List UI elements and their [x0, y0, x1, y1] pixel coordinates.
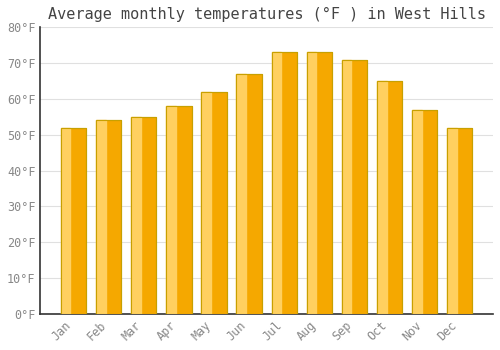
Bar — [202, 92, 211, 314]
Bar — [61, 128, 86, 314]
Bar — [61, 128, 86, 314]
Bar — [412, 110, 438, 314]
Bar — [272, 52, 281, 314]
Bar — [272, 52, 297, 314]
Bar — [306, 52, 332, 314]
Bar — [166, 106, 176, 314]
Bar — [412, 110, 438, 314]
Bar — [96, 120, 106, 314]
Bar — [131, 117, 140, 314]
Bar — [342, 60, 367, 314]
Bar — [377, 81, 402, 314]
Bar — [342, 60, 367, 314]
Bar — [377, 81, 402, 314]
Bar — [202, 92, 226, 314]
Bar — [131, 117, 156, 314]
Bar — [166, 106, 192, 314]
Bar — [236, 74, 262, 314]
Bar — [166, 106, 192, 314]
Bar — [272, 52, 297, 314]
Bar — [236, 74, 262, 314]
Bar — [447, 128, 472, 314]
Bar — [306, 52, 316, 314]
Bar — [96, 120, 122, 314]
Bar — [131, 117, 156, 314]
Bar — [61, 128, 70, 314]
Bar — [202, 92, 226, 314]
Bar — [447, 128, 457, 314]
Bar — [236, 74, 246, 314]
Bar — [342, 60, 351, 314]
Title: Average monthly temperatures (°F ) in West Hills: Average monthly temperatures (°F ) in We… — [48, 7, 486, 22]
Bar — [96, 120, 122, 314]
Bar — [306, 52, 332, 314]
Bar — [412, 110, 422, 314]
Bar — [447, 128, 472, 314]
Bar — [377, 81, 386, 314]
